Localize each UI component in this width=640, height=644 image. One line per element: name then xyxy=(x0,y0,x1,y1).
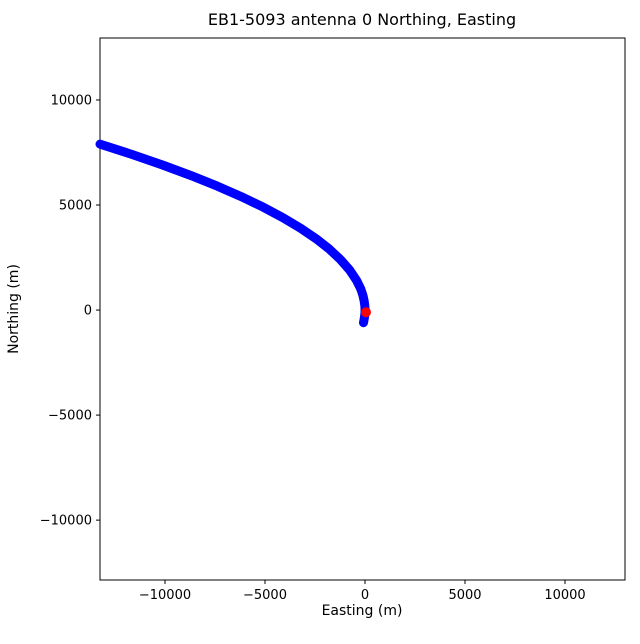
x-tick-label: 10000 xyxy=(544,588,585,603)
plot-frame xyxy=(99,37,626,581)
x-axis-label: Easting (m) xyxy=(322,603,403,619)
series-layer xyxy=(95,139,371,328)
x-tick-label: −5000 xyxy=(243,588,287,603)
x-tick-label: −10000 xyxy=(139,588,191,603)
y-tick-label: 0 xyxy=(84,304,92,319)
y-axis-label: Northing (m) xyxy=(6,264,22,354)
y-tick-label: 5000 xyxy=(59,199,92,214)
ticks-layer: −10000 −5000 0 5000 10000 −10000 −5000 0 5000 100… xyxy=(40,93,586,603)
chart-title: EB1-5093 antenna 0 Northing, Easting xyxy=(208,10,516,29)
x-tick-label: 0 xyxy=(361,588,369,603)
reference-point-marker xyxy=(361,307,371,318)
y-tick-label: −10000 xyxy=(40,514,92,529)
y-tick-label: −5000 xyxy=(48,409,92,424)
trajectory-line xyxy=(95,139,370,328)
x-tick-label: 5000 xyxy=(448,588,481,603)
y-tick-label: 10000 xyxy=(51,93,92,108)
